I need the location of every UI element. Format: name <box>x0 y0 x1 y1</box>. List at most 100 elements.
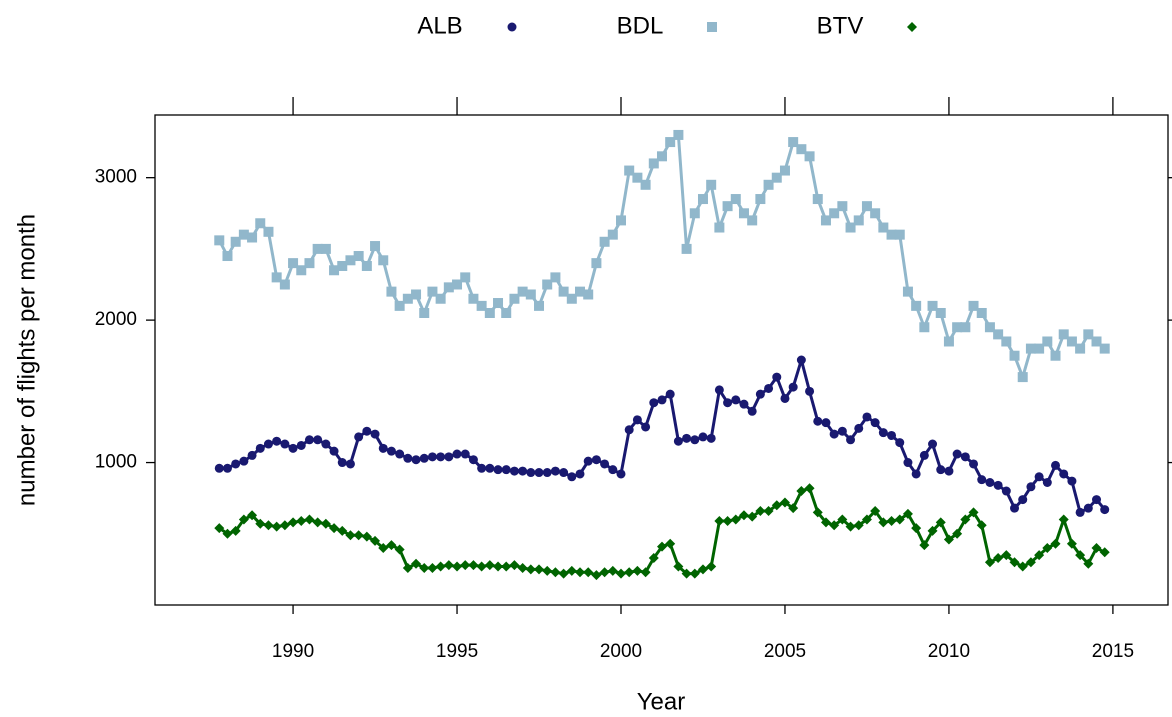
point <box>977 475 987 485</box>
point <box>714 515 725 526</box>
point <box>313 435 323 445</box>
point <box>952 322 963 333</box>
point <box>370 429 380 439</box>
point <box>632 415 642 425</box>
point <box>1067 476 1077 486</box>
point <box>1083 329 1094 340</box>
point <box>960 514 971 525</box>
point <box>772 372 782 382</box>
point <box>976 307 987 318</box>
point <box>673 436 683 446</box>
point <box>288 258 299 269</box>
point <box>443 282 454 293</box>
point <box>1092 495 1102 505</box>
point <box>714 385 724 395</box>
point <box>435 293 446 304</box>
legend-marker <box>507 22 517 32</box>
point <box>214 463 224 473</box>
point <box>919 450 929 460</box>
point <box>517 562 528 573</box>
point <box>837 426 847 436</box>
point <box>386 446 396 456</box>
point <box>730 194 741 205</box>
point <box>255 518 266 529</box>
point <box>960 322 971 333</box>
point <box>976 520 987 531</box>
legend-marker <box>707 22 717 32</box>
series-line <box>218 486 1106 577</box>
point <box>812 507 823 518</box>
point <box>870 208 881 219</box>
point <box>935 517 946 528</box>
point <box>370 535 381 546</box>
point <box>648 158 659 169</box>
point <box>632 565 643 576</box>
point <box>304 435 314 445</box>
point <box>722 515 733 526</box>
y-tick-label: 3000 <box>95 167 137 188</box>
series <box>214 355 1110 517</box>
point <box>411 558 422 569</box>
point <box>788 503 799 514</box>
point <box>509 466 519 476</box>
point <box>280 439 290 449</box>
point <box>542 565 553 576</box>
point <box>714 222 725 233</box>
point <box>361 260 372 271</box>
point <box>485 463 495 473</box>
point <box>1017 372 1028 383</box>
point <box>837 514 848 525</box>
point <box>878 428 888 438</box>
legend-label: BTV <box>817 12 864 39</box>
point <box>681 243 692 254</box>
point <box>238 514 249 525</box>
point <box>829 520 840 531</box>
point <box>542 468 552 478</box>
point <box>591 258 602 269</box>
point <box>509 560 520 571</box>
point <box>402 562 413 573</box>
point <box>624 425 634 435</box>
point <box>427 452 437 462</box>
point <box>861 514 872 525</box>
point <box>394 544 405 555</box>
point <box>805 386 815 396</box>
point <box>960 452 970 462</box>
point <box>747 406 757 416</box>
point <box>1091 543 1102 554</box>
point <box>419 453 429 463</box>
point <box>796 486 807 497</box>
point <box>312 243 323 254</box>
point <box>1075 507 1085 517</box>
point <box>1091 336 1102 347</box>
point <box>1083 558 1094 569</box>
point <box>566 565 577 576</box>
point <box>608 465 618 475</box>
point <box>550 466 560 476</box>
point <box>230 525 241 536</box>
point <box>312 517 323 528</box>
y-tick-label: 1000 <box>95 452 137 473</box>
point <box>230 236 241 247</box>
point <box>1009 557 1020 568</box>
point <box>222 251 233 262</box>
point <box>279 520 290 531</box>
point <box>1083 503 1093 513</box>
point <box>927 300 938 311</box>
point <box>559 468 569 478</box>
point <box>583 567 594 578</box>
point <box>706 561 717 572</box>
point <box>624 567 635 578</box>
point <box>320 518 331 529</box>
point <box>575 567 586 578</box>
point <box>320 243 331 254</box>
point <box>386 286 397 297</box>
point <box>337 525 348 536</box>
point <box>378 443 388 453</box>
point <box>517 286 528 297</box>
point <box>263 226 274 237</box>
point <box>443 560 454 571</box>
point <box>821 418 831 428</box>
point <box>279 279 290 290</box>
point <box>477 463 487 473</box>
